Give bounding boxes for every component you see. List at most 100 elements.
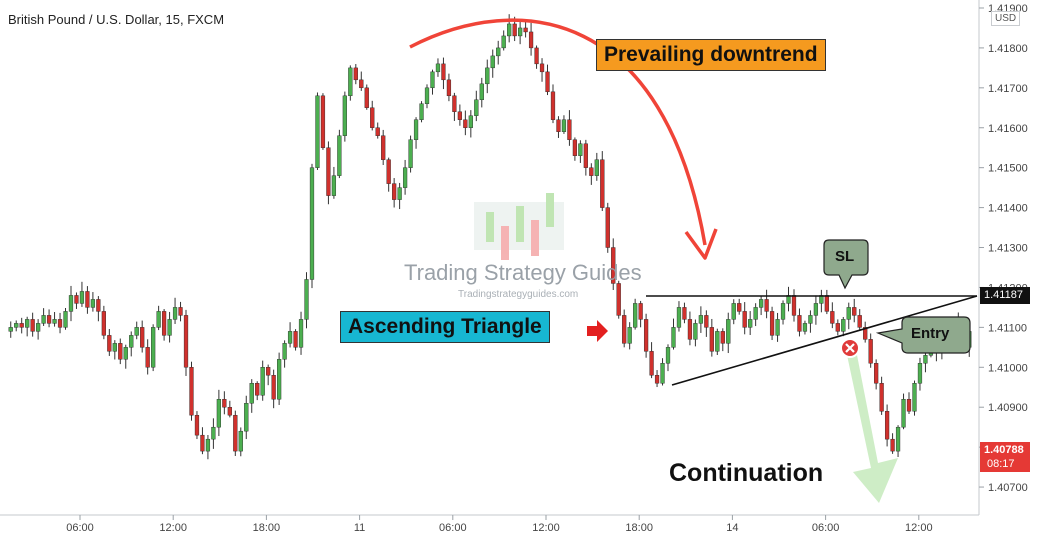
- candle-body: [611, 247, 616, 284]
- candle-body: [600, 159, 605, 208]
- continuation-arrow: [847, 355, 898, 503]
- currency-tag[interactable]: USD: [991, 11, 1021, 26]
- candle-body: [151, 327, 156, 368]
- candle-body: [134, 327, 139, 336]
- candle-body: [474, 99, 479, 116]
- candle-body: [19, 323, 24, 328]
- candle-body: [123, 347, 128, 360]
- countdown-label: 08:17: [987, 458, 1015, 470]
- candle-body: [413, 119, 419, 140]
- x-tick-label: 12:00: [532, 522, 560, 534]
- candle-body: [852, 307, 857, 316]
- candle-body: [507, 23, 512, 37]
- y-tick-label: 1.41800: [988, 43, 1028, 55]
- candle-body: [172, 307, 178, 320]
- candle-body: [277, 359, 282, 400]
- candle-body: [468, 115, 473, 128]
- candle-body: [63, 311, 68, 328]
- candle-body: [238, 430, 243, 452]
- candle-body: [227, 407, 232, 416]
- candle-body: [545, 71, 550, 93]
- breakout-x-icon: [840, 338, 860, 358]
- candle-body: [463, 119, 468, 128]
- watermark-logo-icon: [474, 193, 564, 260]
- x-tick-label: 06:00: [812, 522, 840, 534]
- candle-body: [419, 103, 424, 120]
- candle-body: [490, 55, 495, 69]
- candle-body: [764, 299, 769, 312]
- chart-title: British Pound / U.S. Dollar, 15, FXCM: [8, 12, 225, 27]
- candle-body: [687, 319, 693, 340]
- candle-body: [737, 303, 742, 312]
- candle-body: [518, 27, 523, 37]
- candle-body: [649, 351, 654, 376]
- candle-body: [780, 303, 786, 320]
- candle-body: [693, 323, 698, 340]
- candle-body: [452, 95, 457, 112]
- candle-body: [364, 87, 369, 108]
- y-tick-label: 1.40900: [988, 402, 1028, 414]
- candle-body: [797, 315, 802, 332]
- candle-body: [715, 331, 720, 352]
- candle-body: [841, 319, 846, 332]
- candle-body: [392, 183, 397, 200]
- candle-body: [671, 327, 676, 348]
- candle-body: [572, 139, 578, 156]
- candle-body: [107, 335, 112, 352]
- prevailing-downtrend-label: Prevailing downtrend: [596, 39, 826, 71]
- candle-body: [282, 343, 287, 360]
- y-tick-label: 1.40700: [988, 482, 1028, 494]
- candle-body: [753, 307, 758, 320]
- candle-body: [523, 27, 528, 33]
- time-axis: 06:00 12:00 18:00 11 06:00 12:00 18:00 14 06:00 1…: [66, 515, 933, 534]
- candle-body: [331, 175, 337, 196]
- candle-body: [397, 187, 402, 200]
- candle-body: [298, 319, 304, 348]
- sl-label: SL: [835, 248, 855, 265]
- candle-body: [57, 319, 63, 328]
- candle-body: [249, 383, 254, 404]
- candle-body: [211, 426, 216, 440]
- entry-label: Entry: [911, 325, 950, 342]
- candle-body: [79, 291, 85, 304]
- candle-body: [381, 135, 386, 160]
- downtrend-arrowhead-icon: [684, 228, 718, 260]
- candle-body: [167, 319, 172, 336]
- candle-body: [140, 327, 145, 348]
- candle-body: [457, 111, 462, 120]
- candle-body: [665, 347, 671, 364]
- candle-body: [589, 167, 594, 176]
- candle-body: [441, 63, 446, 81]
- candle-body: [386, 159, 391, 184]
- x-tick-label: 18:00: [253, 522, 281, 534]
- candle-body: [633, 303, 638, 328]
- candle-body: [337, 135, 342, 176]
- sl-callout: [823, 239, 869, 290]
- candle-body: [41, 315, 46, 324]
- candle-body: [627, 327, 632, 344]
- candle-body: [293, 331, 298, 348]
- candle-body: [25, 319, 30, 328]
- candle-body: [731, 303, 736, 320]
- candle-body: [917, 363, 923, 384]
- candle-body: [539, 63, 545, 73]
- candle-body: [857, 315, 862, 328]
- candle-body: [304, 279, 309, 320]
- candle-body: [205, 438, 211, 452]
- candle-body: [353, 67, 358, 81]
- resistance-price-tag: [980, 287, 1030, 304]
- candle-body: [682, 307, 687, 320]
- candle-body: [496, 47, 501, 57]
- x-tick-label: 12:00: [905, 522, 933, 534]
- y-tick-label: 1.41500: [988, 163, 1028, 175]
- candle-body: [233, 414, 238, 452]
- resistance-price-label: 1.41187: [984, 289, 1023, 301]
- candle-body: [424, 87, 430, 104]
- triangle-support-line: [671, 295, 978, 386]
- candle-body: [923, 355, 928, 364]
- candle-body: [556, 119, 561, 132]
- candle-body: [550, 91, 556, 120]
- x-tick-label: 06:00: [66, 522, 94, 534]
- x-tick-label: 12:00: [159, 522, 187, 534]
